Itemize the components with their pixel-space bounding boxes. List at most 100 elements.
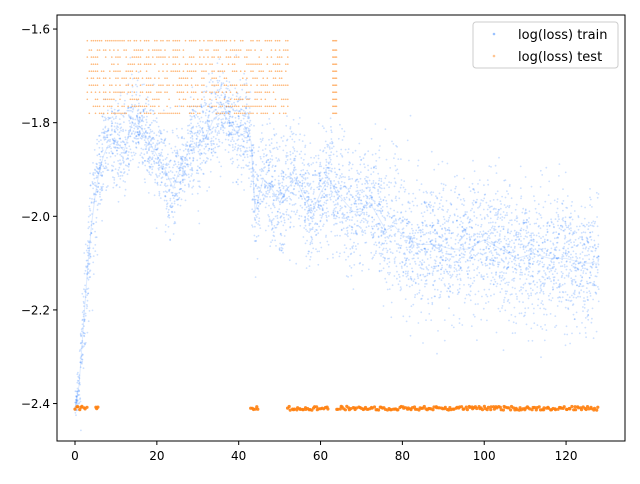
train-point: [145, 141, 148, 144]
train-point: [520, 286, 522, 289]
train-point: [245, 78, 248, 81]
train-point: [123, 152, 126, 155]
train-point: [387, 211, 389, 214]
train-point: [288, 175, 291, 178]
train-point: [500, 276, 503, 279]
train-point: [405, 262, 407, 265]
train-point: [277, 220, 279, 223]
train-point: [302, 158, 305, 161]
train-point: [231, 146, 234, 149]
train-point: [181, 158, 184, 161]
train-point: [529, 287, 532, 290]
train-point: [486, 319, 488, 322]
train-point: [476, 267, 478, 270]
train-point: [295, 182, 297, 185]
train-point: [518, 238, 520, 241]
train-point: [478, 233, 481, 236]
train-point: [584, 267, 586, 270]
train-point: [386, 251, 388, 254]
train-point: [87, 271, 89, 274]
train-point: [173, 194, 176, 197]
train-point: [501, 225, 503, 228]
train-point: [332, 212, 335, 215]
train-point: [493, 227, 495, 230]
train-point: [153, 162, 156, 165]
train-point: [416, 243, 418, 246]
train-point: [499, 230, 502, 232]
train-point: [489, 211, 492, 214]
train-point: [127, 135, 130, 138]
train-point: [218, 79, 221, 82]
train-point: [589, 196, 591, 199]
train-point: [252, 146, 255, 149]
train-point: [589, 281, 592, 284]
train-point: [331, 213, 333, 216]
train-point: [492, 283, 495, 286]
train-point: [406, 218, 409, 221]
train-point: [320, 165, 323, 168]
train-point: [319, 161, 322, 164]
train-point: [541, 247, 544, 250]
train-point: [192, 145, 195, 148]
train-point: [344, 185, 347, 188]
train-point: [283, 219, 286, 222]
train-point: [188, 152, 191, 155]
train-point: [327, 172, 330, 175]
train-point: [289, 221, 292, 224]
train-point: [292, 146, 294, 149]
train-point: [542, 303, 544, 306]
train-point: [344, 198, 346, 201]
train-point: [188, 145, 191, 148]
train-point: [138, 116, 141, 119]
train-point: [264, 229, 267, 232]
train-point: [582, 247, 585, 250]
train-point: [299, 195, 302, 198]
train-point: [452, 221, 454, 224]
train-point: [237, 138, 240, 141]
train-point: [380, 252, 383, 255]
train-point: [448, 265, 451, 267]
train-point: [95, 200, 97, 203]
train-point: [143, 83, 145, 86]
train-point: [204, 104, 207, 106]
train-point: [565, 224, 567, 227]
train-point: [373, 187, 376, 190]
train-point: [173, 160, 176, 162]
train-point: [163, 129, 165, 131]
train-point: [447, 209, 449, 211]
train-point: [262, 198, 265, 201]
train-point: [424, 285, 426, 288]
train-point: [378, 222, 381, 225]
train-point: [235, 95, 238, 98]
train-point: [307, 250, 310, 253]
train-point: [325, 194, 327, 197]
train-point: [391, 200, 394, 203]
train-point: [109, 155, 112, 158]
train-point: [383, 230, 385, 233]
train-point: [197, 130, 199, 132]
train-point: [116, 147, 119, 149]
train-point: [251, 166, 254, 169]
train-point: [499, 248, 502, 251]
train-point: [181, 143, 184, 146]
train-point: [569, 257, 572, 259]
train-point: [378, 156, 381, 159]
train-point: [494, 228, 497, 231]
train-point: [304, 242, 307, 245]
train-point: [513, 247, 516, 249]
train-point: [428, 313, 431, 315]
train-point: [465, 232, 468, 235]
train-point: [154, 144, 157, 147]
train-point: [226, 100, 228, 102]
train-point: [307, 192, 310, 195]
train-point: [337, 137, 340, 140]
train-point: [182, 181, 184, 184]
train-point: [136, 131, 139, 133]
train-point: [106, 136, 109, 139]
train-point: [421, 294, 424, 297]
train-point: [97, 172, 100, 175]
train-point: [501, 195, 503, 198]
train-point: [315, 174, 318, 177]
train-point: [158, 194, 161, 197]
train-point: [96, 191, 99, 194]
